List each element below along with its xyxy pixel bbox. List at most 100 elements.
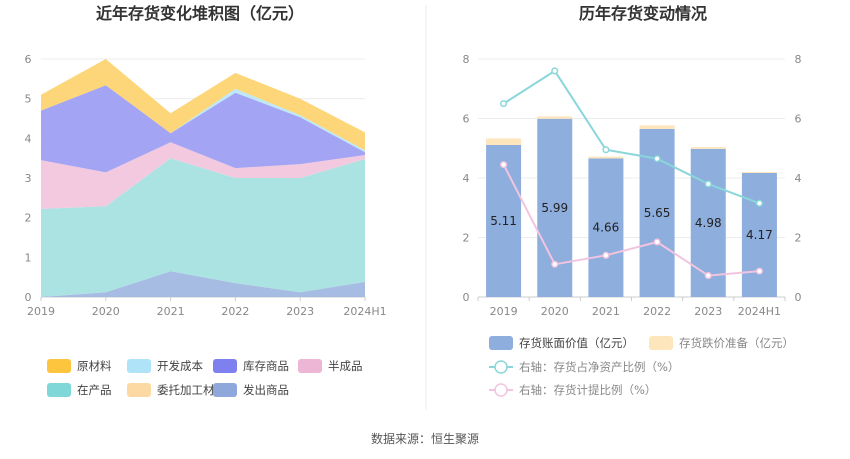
left-areas <box>41 59 365 297</box>
left-y-tick: 5 <box>25 93 32 106</box>
left-y-tick: 2 <box>25 212 32 225</box>
bar-impairment <box>537 116 573 119</box>
legend-label: 在产品 <box>77 383 112 397</box>
legend-swatch-impairment <box>649 336 673 350</box>
line-point <box>704 180 712 188</box>
legend-swatch-委托加工材料 <box>127 383 151 397</box>
left-y-tick: 3 <box>25 172 32 185</box>
bar-data-label: 4.17 <box>746 228 773 242</box>
area-原材料 <box>41 59 365 151</box>
left-y-tick: 1 <box>25 251 32 264</box>
bar-data-label: 5.65 <box>644 206 671 220</box>
line-point <box>500 100 508 108</box>
legend-swatch-库存商品 <box>213 359 237 373</box>
bar-data-label: 4.66 <box>593 221 620 235</box>
left-chart-title: 近年存货变化堆积图（亿元） <box>96 4 304 23</box>
line-point <box>755 199 763 207</box>
line-point <box>755 267 763 275</box>
right-x-tick: 2024H1 <box>738 305 781 318</box>
legend-label: 库存商品 <box>243 359 289 373</box>
bar-data-label: 5.11 <box>490 214 517 228</box>
line-point <box>551 260 559 268</box>
right-y2-tick: 6 <box>795 113 802 126</box>
right-y2-tick: 8 <box>795 53 802 66</box>
right-legend: 存货账面价值（亿元） 存货跌价准备（亿元）右轴：存货占净资产比例（%） 右轴：存货计… <box>489 336 794 397</box>
legend-swatch-半成品 <box>298 359 322 373</box>
legend-line-marker <box>494 360 508 374</box>
right-bars <box>486 116 777 297</box>
area-半成品 <box>41 142 365 209</box>
right-chart-title: 历年存货变动情况 <box>579 4 707 23</box>
legend-swatch-在产品 <box>47 383 71 397</box>
legend-label: 发出商品 <box>243 383 289 397</box>
legend-label: 原材料 <box>77 359 112 373</box>
left-y-tick: 6 <box>25 53 32 66</box>
right-gridlines <box>478 58 785 298</box>
right-y-tick: 6 <box>463 113 470 126</box>
left-x-tick: 2023 <box>286 305 314 318</box>
legend-swatch-原材料 <box>47 359 71 373</box>
bar-book-value <box>741 172 777 297</box>
right-bar-data-labels: 5.11 5.99 4.66 5.65 4.98 4.17 <box>490 201 773 242</box>
bar-impairment <box>588 156 624 159</box>
right-y2-tick: 0 <box>795 291 802 304</box>
legend-label: 存货账面价值（亿元） <box>519 336 634 350</box>
legend-swatch-book-value <box>489 336 513 350</box>
legend-line-marker <box>494 383 508 397</box>
left-x-tick-labels: 2019 2020 2021 2022 2023 2024H1 <box>27 297 387 318</box>
right-x-tick: 2021 <box>592 305 620 318</box>
bar-impairment <box>690 147 726 149</box>
bar-line-chart: 历年存货变动情况 5.115.994.665.654.984.17 02468 … <box>463 4 802 397</box>
line-point <box>551 67 559 75</box>
legend-label: 开发成本 <box>157 359 203 373</box>
line-point <box>500 161 508 169</box>
right-left-y-tick-labels: 0 2 4 6 8 <box>463 53 470 304</box>
legend-label: 存货跌价准备（亿元） <box>679 336 794 350</box>
left-y-tick: 4 <box>25 132 32 145</box>
legend-swatch-开发成本 <box>127 359 151 373</box>
line-右轴：存货计提比例（%） <box>502 164 760 277</box>
legend-label: 右轴：存货计提比例（%） <box>519 383 656 397</box>
bar-data-label: 5.99 <box>541 201 568 215</box>
legend-label: 右轴：存货占净资产比例（%） <box>519 360 679 374</box>
left-x-tick: 2021 <box>157 305 185 318</box>
line-point <box>602 146 610 154</box>
data-source: 数据来源：恒生聚源 <box>371 431 479 446</box>
left-x-tick: 2019 <box>27 305 55 318</box>
right-y-tick: 4 <box>463 172 470 185</box>
left-x-tick: 2024H1 <box>343 305 386 318</box>
right-x-tick-labels: 2019 2020 2021 2022 2023 2024H1 <box>477 297 786 318</box>
right-x-tick: 2019 <box>490 305 518 318</box>
right-x-tick: 2022 <box>643 305 671 318</box>
left-y-tick-labels: 0 1 2 3 4 5 6 <box>25 53 32 304</box>
area-在产品 <box>41 158 365 297</box>
right-y-tick: 0 <box>463 291 470 304</box>
right-y2-tick: 2 <box>795 232 802 245</box>
right-lines <box>500 67 763 280</box>
right-x-tick: 2020 <box>541 305 569 318</box>
left-x-tick: 2020 <box>92 305 120 318</box>
legend-label: 半成品 <box>328 359 363 373</box>
bar-book-value <box>486 144 522 297</box>
line-point <box>653 238 661 246</box>
bar-impairment <box>741 172 777 173</box>
right-y2-tick: 4 <box>795 172 802 185</box>
right-x-tick: 2023 <box>694 305 722 318</box>
line-point <box>602 251 610 259</box>
right-y-tick: 8 <box>463 53 470 66</box>
area-库存商品 <box>41 85 365 173</box>
bar-impairment <box>639 125 675 129</box>
right-y-tick: 2 <box>463 232 470 245</box>
bar-book-value <box>588 158 624 297</box>
area-发出商品 <box>41 271 365 297</box>
line-右轴：存货占净资产比例（%） <box>503 69 760 205</box>
legend-swatch-发出商品 <box>213 383 237 397</box>
bar-data-label: 4.98 <box>695 216 722 230</box>
line-point <box>704 272 712 280</box>
bar-impairment <box>486 138 522 145</box>
left-y-tick: 0 <box>25 291 32 304</box>
right-right-y-tick-labels: 0 2 4 6 8 <box>795 53 802 304</box>
legend-label: 委托加工材料 <box>157 383 226 397</box>
